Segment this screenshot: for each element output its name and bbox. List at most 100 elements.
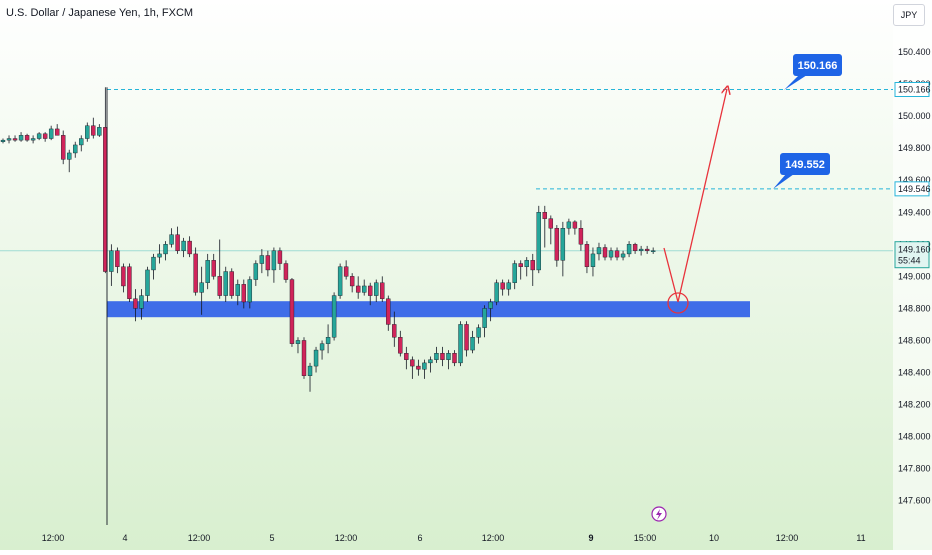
candle bbox=[488, 298, 493, 322]
candle-body bbox=[518, 263, 523, 267]
candle bbox=[199, 266, 204, 315]
candle-body bbox=[121, 266, 126, 287]
candle bbox=[313, 346, 319, 373]
x-tick-label: 12:00 bbox=[188, 533, 211, 543]
candle bbox=[620, 250, 626, 261]
candle-body bbox=[205, 260, 210, 283]
candle bbox=[127, 263, 132, 302]
candle bbox=[470, 330, 475, 354]
candle-body bbox=[247, 279, 253, 303]
candle-body bbox=[355, 285, 361, 293]
candle bbox=[24, 133, 30, 142]
candle bbox=[482, 305, 487, 338]
candle-body bbox=[374, 282, 379, 296]
y-tick-label: 148.000 bbox=[898, 432, 931, 442]
candle bbox=[301, 337, 307, 379]
candle bbox=[109, 244, 114, 286]
candle bbox=[295, 337, 301, 354]
candle bbox=[12, 135, 18, 142]
candle bbox=[241, 279, 247, 309]
candle-body bbox=[67, 152, 72, 160]
candle bbox=[362, 279, 367, 296]
candle bbox=[542, 205, 547, 248]
candle bbox=[398, 330, 403, 357]
candle-body bbox=[181, 240, 186, 251]
candle bbox=[157, 244, 162, 264]
candle-body bbox=[608, 250, 614, 258]
candle bbox=[554, 225, 560, 267]
candle bbox=[151, 253, 156, 280]
candle-body bbox=[536, 212, 541, 271]
candle-body bbox=[398, 337, 403, 354]
candle bbox=[343, 260, 349, 280]
candle-body bbox=[42, 133, 48, 139]
y-tick-label: 149.000 bbox=[898, 271, 931, 281]
price-callout-1: 149.552 bbox=[773, 153, 830, 189]
candle-body bbox=[343, 266, 349, 277]
candle bbox=[434, 346, 439, 363]
candle-body bbox=[620, 253, 626, 258]
candle-body bbox=[464, 324, 469, 351]
candle bbox=[404, 346, 409, 370]
candle bbox=[530, 253, 535, 286]
candle bbox=[307, 362, 313, 392]
candle bbox=[325, 324, 331, 354]
candle bbox=[410, 356, 415, 379]
candle bbox=[590, 247, 596, 277]
currency-button[interactable]: JPY bbox=[893, 4, 925, 26]
candle-body bbox=[638, 248, 644, 251]
candle-body bbox=[572, 221, 578, 229]
candle bbox=[48, 125, 54, 141]
candle bbox=[67, 149, 72, 173]
candle bbox=[644, 245, 650, 254]
candle-body bbox=[602, 247, 608, 258]
candle bbox=[319, 340, 325, 360]
candle-body bbox=[614, 250, 620, 258]
candle-body bbox=[476, 327, 481, 338]
candle-body bbox=[48, 128, 54, 139]
candle bbox=[277, 247, 283, 270]
last-price-label: 149.160 bbox=[898, 245, 931, 255]
candle bbox=[464, 321, 469, 357]
last-price-tag bbox=[894, 241, 930, 269]
candle-body bbox=[97, 127, 102, 136]
candle bbox=[85, 122, 90, 142]
candle-body bbox=[127, 266, 132, 299]
candle-body bbox=[259, 255, 265, 264]
candle-body bbox=[494, 282, 499, 303]
price-callout-0: 150.166 bbox=[784, 54, 842, 90]
candle-body bbox=[404, 353, 409, 360]
candle bbox=[638, 245, 644, 256]
candle bbox=[331, 292, 337, 341]
candle bbox=[626, 241, 632, 258]
candle bbox=[386, 295, 391, 331]
candle-body bbox=[470, 337, 475, 351]
y-tick-label: 148.600 bbox=[898, 335, 931, 345]
candle bbox=[205, 253, 210, 290]
candle bbox=[175, 226, 180, 254]
candle-body bbox=[24, 135, 30, 141]
candle-body bbox=[235, 284, 240, 296]
symbol-title: U.S. Dollar / Japanese Yen, 1h, FXCM bbox=[6, 7, 194, 19]
candle bbox=[602, 244, 608, 261]
x-tick-label: 12:00 bbox=[776, 533, 799, 543]
candle bbox=[115, 247, 120, 274]
candle-body bbox=[151, 256, 156, 271]
candle bbox=[416, 359, 421, 376]
candle bbox=[452, 350, 457, 367]
candle-body bbox=[380, 282, 385, 299]
candle-body bbox=[349, 276, 355, 287]
candle-body bbox=[590, 253, 596, 267]
candle-body bbox=[554, 228, 560, 261]
candle-body bbox=[157, 253, 162, 258]
candle-body bbox=[392, 324, 397, 338]
candle-body bbox=[175, 234, 180, 251]
candle-body bbox=[422, 362, 427, 370]
candle-body bbox=[434, 353, 439, 360]
x-tick-label: 12:00 bbox=[42, 533, 65, 543]
candle-body bbox=[36, 133, 42, 139]
price-tag-label: 150.166 bbox=[898, 84, 931, 94]
candle bbox=[139, 289, 144, 320]
